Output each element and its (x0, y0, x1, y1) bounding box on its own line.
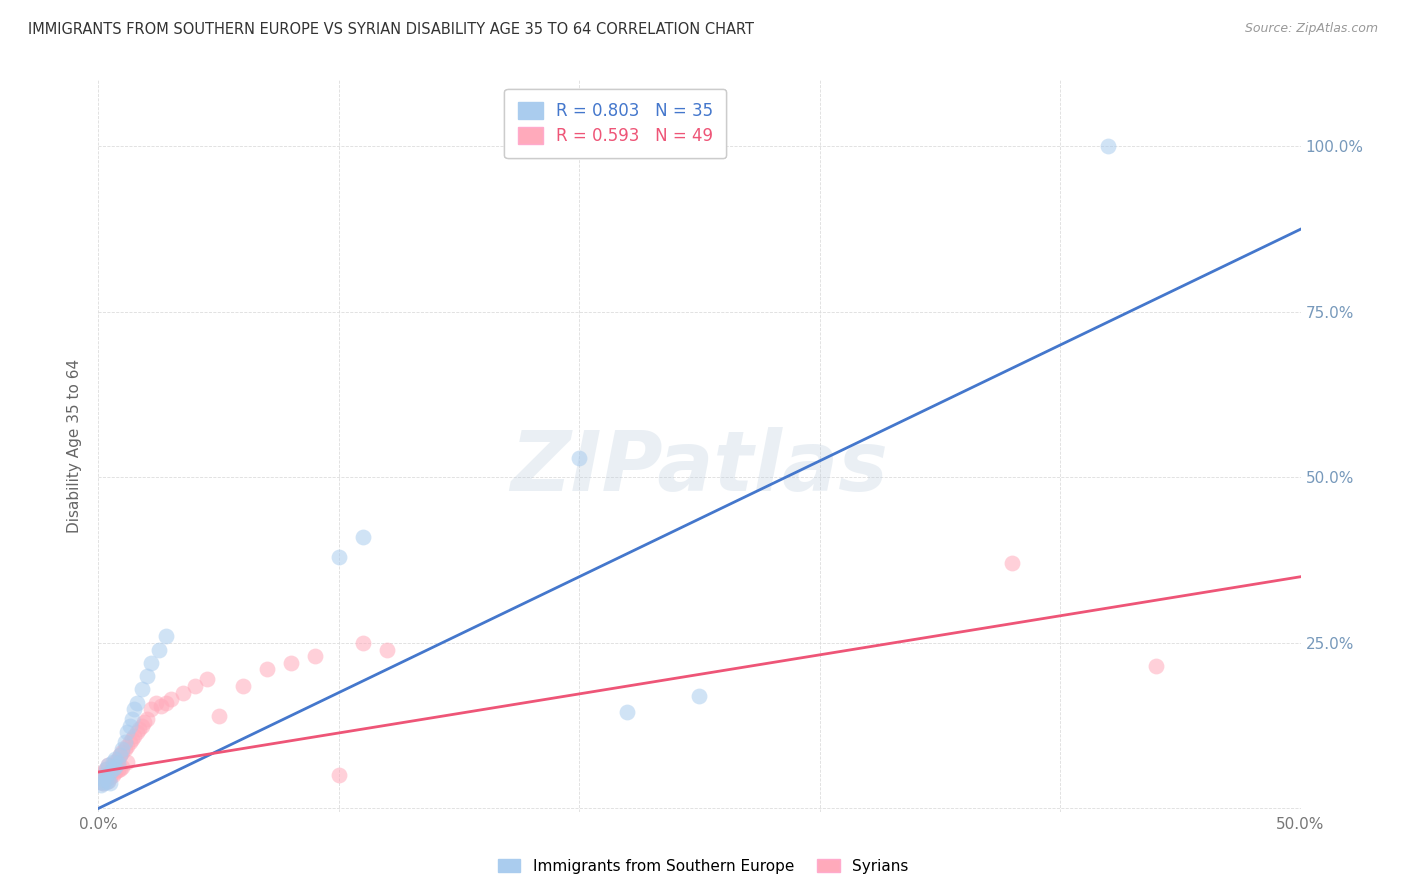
Point (125, 696, 148, 710)
Point (135, 669, 157, 683)
Point (1097, 139, 1119, 153)
Legend: Immigrants from Southern Europe, Syrians: Immigrants from Southern Europe, Syrians (492, 853, 914, 880)
Point (97, 773, 120, 788)
Point (304, 649, 326, 664)
Point (352, 636, 374, 650)
Point (1144, 659, 1167, 673)
Point (111, 745, 134, 759)
Point (195, 673, 218, 687)
Point (91, 772, 114, 786)
Text: ZIPatlas: ZIPatlas (510, 427, 889, 508)
Point (135, 712, 157, 726)
Point (107, 752, 129, 766)
Point (114, 742, 136, 756)
Point (101, 768, 124, 782)
Point (141, 656, 163, 670)
Point (280, 656, 302, 670)
Text: IMMIGRANTS FROM SOUTHERN EUROPE VS SYRIAN DISABILITY AGE 35 TO 64 CORRELATION CH: IMMIGRANTS FROM SOUTHERN EUROPE VS SYRIA… (28, 22, 754, 37)
Point (208, 708, 231, 723)
Point (108, 748, 131, 763)
Point (91, 776, 114, 790)
Point (117, 755, 139, 769)
Point (232, 679, 254, 693)
Point (121, 712, 143, 726)
Point (131, 682, 153, 697)
Point (107, 763, 129, 777)
Point (114, 735, 136, 749)
Point (155, 696, 177, 710)
Point (111, 742, 134, 756)
Point (94, 762, 117, 776)
Point (183, 679, 205, 693)
Point (100, 770, 122, 784)
Point (100, 764, 122, 779)
Point (101, 758, 124, 772)
Point (689, 689, 711, 703)
Point (104, 755, 127, 769)
Point (108, 748, 131, 763)
Point (124, 702, 146, 716)
Point (107, 756, 129, 771)
Point (104, 752, 127, 766)
Legend: R = 0.803   N = 35, R = 0.593   N = 49: R = 0.803 N = 35, R = 0.593 N = 49 (505, 88, 727, 158)
Point (90, 778, 112, 792)
Point (100, 776, 122, 790)
Point (91, 776, 114, 790)
Point (117, 739, 139, 753)
Point (117, 725, 139, 739)
Point (94, 772, 117, 786)
Point (90, 775, 112, 789)
Point (94, 762, 117, 776)
Y-axis label: Disability Age 35 to 64: Disability Age 35 to 64 (67, 359, 83, 533)
Point (101, 755, 124, 769)
Text: Source: ZipAtlas.com: Source: ZipAtlas.com (1244, 22, 1378, 36)
Point (104, 764, 127, 779)
Point (121, 731, 143, 746)
Point (118, 735, 141, 749)
Point (94, 768, 117, 782)
Point (172, 685, 194, 699)
Point (616, 706, 638, 720)
Point (118, 719, 141, 733)
Point (328, 768, 350, 782)
Point (149, 698, 172, 713)
Point (375, 642, 398, 657)
Point (141, 702, 163, 716)
Point (108, 762, 131, 776)
Point (155, 629, 177, 643)
Point (104, 760, 127, 774)
Point (100, 764, 122, 779)
Point (145, 696, 167, 710)
Point (97, 758, 120, 772)
Point (352, 530, 374, 544)
Point (131, 719, 153, 733)
Point (148, 642, 170, 657)
Point (125, 725, 148, 739)
Point (91, 764, 114, 779)
Point (97, 758, 120, 772)
Point (568, 450, 591, 465)
Point (90, 768, 112, 782)
Point (94, 775, 117, 789)
Point (1001, 557, 1024, 571)
Point (90, 775, 112, 789)
Point (97, 773, 120, 788)
Point (328, 549, 350, 564)
Point (101, 762, 124, 776)
Point (111, 760, 134, 774)
Point (256, 662, 278, 676)
Point (132, 715, 155, 730)
Point (124, 729, 146, 743)
Point (128, 722, 150, 736)
Point (159, 692, 181, 706)
